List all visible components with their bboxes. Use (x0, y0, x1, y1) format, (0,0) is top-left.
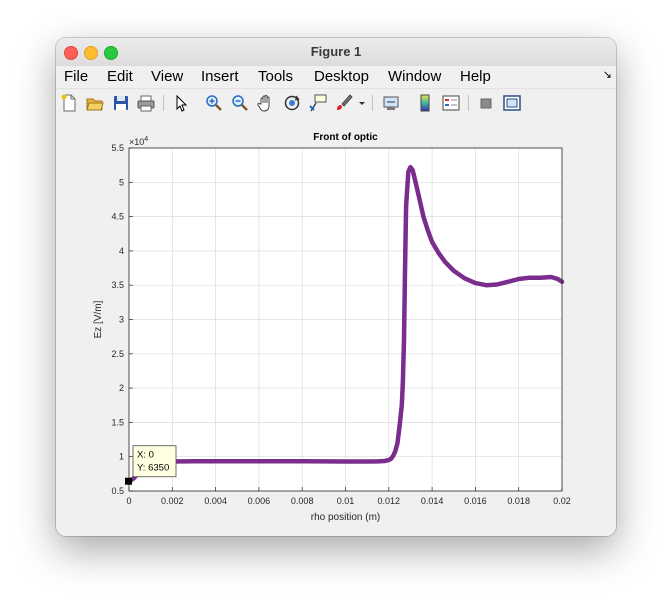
series-line (126, 164, 565, 484)
x-tick-label: 0.004 (204, 496, 227, 506)
y-tick-label: 2 (119, 383, 124, 393)
y-exponent-label: ×104 (129, 136, 148, 147)
brush-dropdown-icon[interactable] (357, 94, 367, 112)
y-tick-label: 2.5 (111, 349, 124, 359)
menu-desktop[interactable]: Desktop (314, 68, 370, 85)
y-tick-label: 3 (119, 315, 124, 325)
save-icon[interactable] (112, 94, 130, 112)
y-tick-label: 1 (119, 452, 124, 462)
menu-insert[interactable]: Insert (201, 68, 239, 85)
x-tick-label: 0.006 (248, 496, 271, 506)
figure-toolbar (56, 88, 616, 118)
y-axis-label: Ez [V/m] (93, 300, 104, 338)
menu-help[interactable]: Help (460, 68, 491, 85)
pan-hand-icon[interactable] (257, 94, 275, 112)
hide-plot-tools-icon[interactable] (477, 94, 495, 112)
menu-window[interactable]: Window (388, 68, 442, 85)
menu-edit[interactable]: Edit (107, 68, 133, 85)
x-tick-label: 0.016 (464, 496, 487, 506)
data-cursor-icon[interactable] (309, 94, 327, 112)
figure-window: Figure 1 File Edit View Insert Tools Des… (56, 38, 616, 536)
data-tip[interactable]: X: 0 Y: 6350 (125, 445, 177, 485)
data-series (126, 164, 565, 484)
x-tick-label: 0.02 (553, 496, 571, 506)
grid-lines (129, 148, 562, 491)
edit-plot-pointer-icon[interactable] (172, 94, 190, 112)
y-tick-label: 4.5 (111, 212, 124, 222)
dock-arrow-icon[interactable]: ↘ (602, 69, 612, 81)
menu-tools[interactable]: Tools (258, 68, 294, 85)
plot-svg[interactable]: 0 0.002 0.004 0.006 0.008 0.01 0.012 0.014 0.016… (56, 117, 616, 536)
data-tip-x: X: 0 (137, 450, 154, 461)
y-tick-label: 3.5 (111, 280, 124, 290)
toolbar-separator (468, 95, 469, 111)
data-tip-box[interactable] (132, 445, 177, 478)
minimize-button[interactable] (84, 46, 98, 60)
y-tick-label: 5 (119, 177, 124, 187)
new-figure-icon[interactable] (60, 94, 78, 112)
show-plot-tools-icon[interactable] (503, 94, 521, 112)
x-axis-label: rho position (m) (311, 512, 380, 523)
x-tick-label: 0 (126, 496, 131, 506)
y-axis: 0.5 1 1.5 2 2.5 3 3.5 4 4.5 5 5.5 (111, 143, 133, 496)
insert-legend-icon[interactable] (442, 94, 460, 112)
y-tick-label: 0.5 (111, 486, 124, 496)
x-tick-label: 0.014 (421, 496, 444, 506)
zoom-button[interactable] (104, 46, 118, 60)
window-title: Figure 1 (310, 44, 362, 59)
close-button[interactable] (64, 46, 78, 60)
menu-view[interactable]: View (151, 68, 184, 85)
x-axis: 0 0.002 0.004 0.006 0.008 0.01 0.012 0.014 0.016… (126, 487, 571, 506)
link-plot-icon[interactable] (382, 94, 400, 112)
title-bar[interactable]: Figure 1 (56, 38, 616, 67)
x-tick-label: 0.012 (378, 496, 401, 506)
x-tick-label: 0.008 (291, 496, 314, 506)
menu-bar: File Edit View Insert Tools Desktop Wind… (56, 66, 616, 88)
x-tick-label: 0.018 (507, 496, 530, 506)
data-tip-marker[interactable] (125, 477, 132, 485)
y-tick-label: 1.5 (111, 417, 124, 427)
figure-canvas[interactable]: 0 0.002 0.004 0.006 0.008 0.01 0.012 0.014 0.016… (56, 117, 616, 536)
rotate-3d-icon[interactable] (283, 94, 301, 112)
toolbar-separator (372, 95, 373, 111)
data-tip-y: Y: 6350 (137, 463, 169, 474)
open-file-icon[interactable] (86, 94, 104, 112)
x-tick-label: 0.01 (337, 496, 355, 506)
zoom-out-icon[interactable] (231, 94, 249, 112)
menu-file[interactable]: File (64, 68, 89, 85)
insert-colorbar-icon[interactable] (416, 94, 434, 112)
brush-icon[interactable] (335, 94, 353, 112)
y-tick-label: 4 (119, 246, 124, 256)
toolbar-separator (163, 95, 164, 111)
plot-title: Front of optic (313, 132, 378, 143)
print-icon[interactable] (137, 94, 155, 112)
x-tick-label: 0.002 (161, 496, 184, 506)
zoom-in-icon[interactable] (205, 94, 223, 112)
y-tick-label: 5.5 (111, 143, 124, 153)
